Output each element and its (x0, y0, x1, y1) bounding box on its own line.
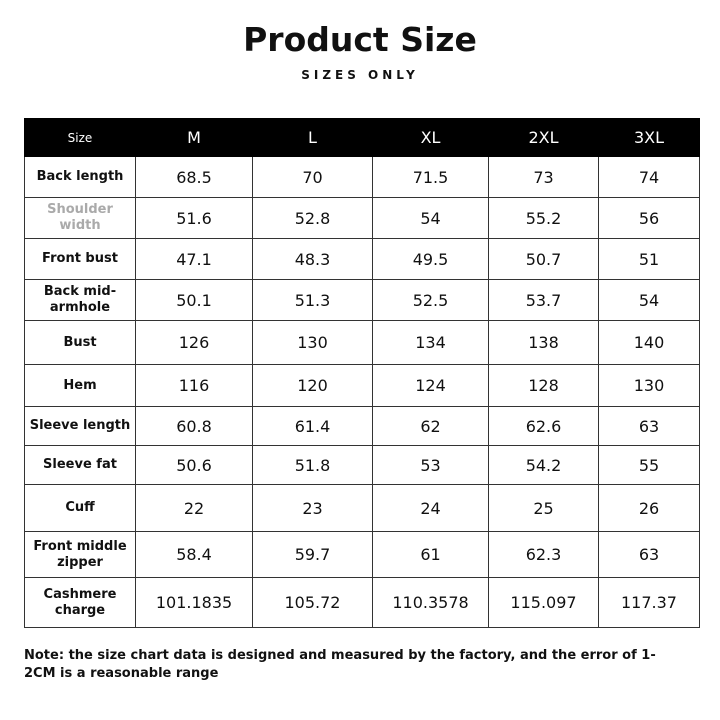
row-label: Cuff (24, 484, 136, 532)
table-row: Shoulder width 51.6 52.8 54 55.2 56 (24, 197, 700, 239)
cell-value: 51.3 (252, 279, 373, 321)
cell-value: 62.3 (488, 531, 599, 578)
cell-value: 62 (372, 406, 489, 446)
row-label: Sleeve length (24, 406, 136, 446)
size-header: M (135, 118, 253, 157)
row-label: Front middle zipper (24, 531, 136, 578)
cell-value: 63 (598, 531, 700, 578)
row-label: Hem (24, 364, 136, 407)
row-label: Back mid-armhole (24, 279, 136, 321)
size-header: XL (372, 118, 489, 157)
cell-value: 54 (598, 279, 700, 321)
cell-value: 140 (598, 320, 700, 365)
cell-value: 50.6 (135, 445, 253, 485)
table-row: Hem 116 120 124 128 130 (24, 364, 700, 407)
title: Product Size (243, 20, 477, 59)
header-row: Size M L XL 2XL 3XL (24, 118, 700, 157)
table-row: Bust 126 130 134 138 140 (24, 320, 700, 365)
cell-value: 54 (372, 197, 489, 239)
cell-value: 49.5 (372, 238, 489, 280)
cell-value: 26 (598, 484, 700, 532)
row-label: Cashmere charge (24, 577, 136, 628)
cell-value: 53.7 (488, 279, 599, 321)
cell-value: 51 (598, 238, 700, 280)
cell-value: 59.7 (252, 531, 373, 578)
table-body: Back length 68.5 70 71.5 73 74 Shoulder width 5… (24, 156, 700, 628)
cell-value: 116 (135, 364, 253, 407)
cell-value: 51.6 (135, 197, 253, 239)
cell-value: 61.4 (252, 406, 373, 446)
size-header: L (252, 118, 373, 157)
row-label: Shoulder width (24, 197, 136, 239)
cell-value: 24 (372, 484, 489, 532)
row-label: Bust (24, 320, 136, 365)
cell-value: 101.1835 (135, 577, 253, 628)
cell-value: 68.5 (135, 156, 253, 198)
subtitle: SIZES ONLY (301, 68, 419, 82)
cell-value: 51.8 (252, 445, 373, 485)
row-label: Sleeve fat (24, 445, 136, 485)
cell-value: 55 (598, 445, 700, 485)
cell-value: 74 (598, 156, 700, 198)
header-label: Size (24, 118, 136, 157)
cell-value: 55.2 (488, 197, 599, 239)
table-row: Cuff 22 23 24 25 26 (24, 484, 700, 532)
cell-value: 130 (598, 364, 700, 407)
cell-value: 52.5 (372, 279, 489, 321)
cell-value: 70 (252, 156, 373, 198)
size-table: Size M L XL 2XL 3XL Back length 68.5 70 71.5 73 74… (24, 118, 700, 628)
cell-value: 128 (488, 364, 599, 407)
cell-value: 23 (252, 484, 373, 532)
table-row: Back length 68.5 70 71.5 73 74 (24, 156, 700, 198)
table-row: Sleeve length 60.8 61.4 62 62.6 63 (24, 406, 700, 446)
cell-value: 62.6 (488, 406, 599, 446)
cell-value: 50.7 (488, 238, 599, 280)
cell-value: 52.8 (252, 197, 373, 239)
cell-value: 25 (488, 484, 599, 532)
cell-value: 71.5 (372, 156, 489, 198)
cell-value: 50.1 (135, 279, 253, 321)
cell-value: 47.1 (135, 238, 253, 280)
size-header: 3XL (598, 118, 700, 157)
cell-value: 134 (372, 320, 489, 365)
cell-value: 120 (252, 364, 373, 407)
table-row: Sleeve fat 50.6 51.8 53 54.2 55 (24, 445, 700, 485)
cell-value: 63 (598, 406, 700, 446)
cell-value: 126 (135, 320, 253, 365)
cell-value: 105.72 (252, 577, 373, 628)
cell-value: 48.3 (252, 238, 373, 280)
table-row: Front bust 47.1 48.3 49.5 50.7 51 (24, 238, 700, 280)
cell-value: 60.8 (135, 406, 253, 446)
cell-value: 124 (372, 364, 489, 407)
cell-value: 117.37 (598, 577, 700, 628)
table-row: Front middle zipper 58.4 59.7 61 62.3 63 (24, 531, 700, 578)
cell-value: 110.3578 (372, 577, 489, 628)
row-label: Front bust (24, 238, 136, 280)
cell-value: 54.2 (488, 445, 599, 485)
cell-value: 56 (598, 197, 700, 239)
cell-value: 61 (372, 531, 489, 578)
cell-value: 138 (488, 320, 599, 365)
cell-value: 73 (488, 156, 599, 198)
table-row: Back mid-armhole 50.1 51.3 52.5 53.7 54 (24, 279, 700, 321)
row-label: Back length (24, 156, 136, 198)
cell-value: 130 (252, 320, 373, 365)
table-row: Cashmere charge 101.1835 105.72 110.3578 115… (24, 577, 700, 628)
cell-value: 115.097 (488, 577, 599, 628)
cell-value: 53 (372, 445, 489, 485)
size-header: 2XL (488, 118, 599, 157)
cell-value: 22 (135, 484, 253, 532)
note: Note: the size chart data is designed an… (24, 648, 656, 681)
cell-value: 58.4 (135, 531, 253, 578)
